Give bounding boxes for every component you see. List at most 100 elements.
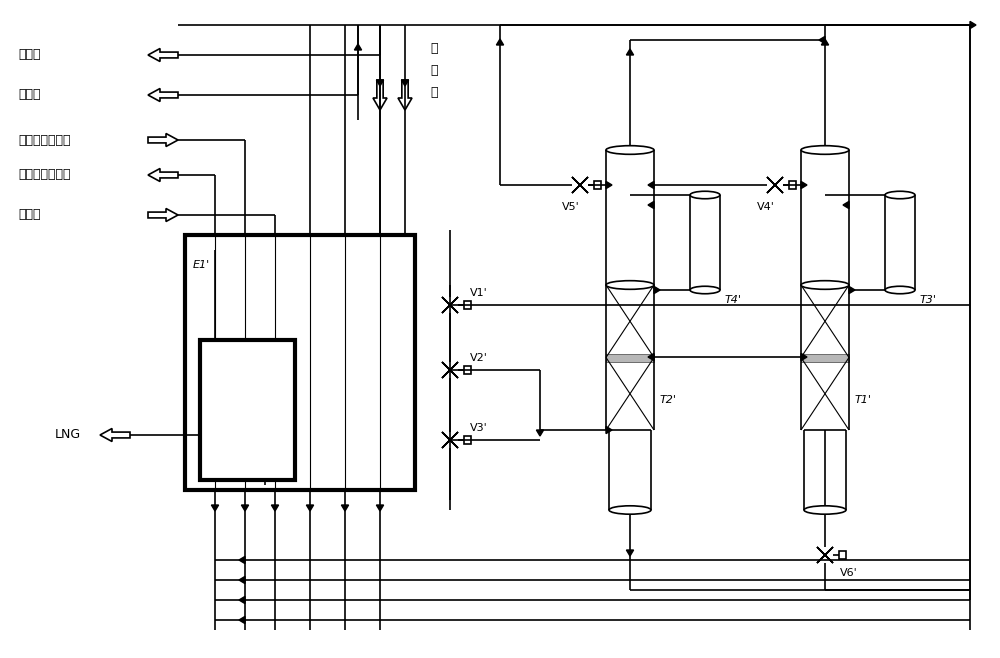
Polygon shape	[211, 390, 219, 396]
Text: 冷: 冷	[430, 64, 438, 76]
Polygon shape	[376, 80, 384, 86]
Text: V2': V2'	[470, 353, 488, 363]
Text: V1': V1'	[470, 288, 488, 298]
Text: 剂: 剂	[430, 86, 438, 99]
Ellipse shape	[609, 506, 651, 514]
Polygon shape	[817, 547, 833, 563]
Polygon shape	[442, 432, 458, 448]
Polygon shape	[148, 168, 178, 182]
Polygon shape	[849, 286, 855, 293]
Polygon shape	[817, 547, 833, 563]
Polygon shape	[239, 576, 245, 584]
Polygon shape	[239, 557, 245, 564]
Ellipse shape	[885, 191, 915, 199]
Bar	[839, 551, 846, 559]
Polygon shape	[271, 505, 279, 511]
Bar	[606, 353, 654, 361]
Polygon shape	[970, 22, 976, 28]
Text: V4': V4'	[757, 202, 775, 212]
Polygon shape	[442, 362, 458, 378]
Polygon shape	[306, 505, 314, 511]
Polygon shape	[536, 430, 544, 436]
Polygon shape	[767, 177, 783, 193]
Ellipse shape	[690, 191, 720, 199]
Text: T4': T4'	[725, 295, 742, 305]
Text: V6': V6'	[840, 568, 858, 578]
Polygon shape	[442, 432, 458, 448]
Polygon shape	[100, 428, 130, 442]
Ellipse shape	[885, 286, 915, 293]
Ellipse shape	[606, 145, 654, 155]
Bar	[464, 366, 471, 374]
Polygon shape	[819, 36, 825, 43]
Polygon shape	[148, 49, 178, 61]
Polygon shape	[148, 88, 178, 101]
Polygon shape	[241, 505, 249, 511]
Ellipse shape	[801, 281, 849, 290]
Text: E1': E1'	[193, 260, 210, 270]
Polygon shape	[261, 455, 269, 461]
Polygon shape	[401, 80, 409, 86]
Polygon shape	[376, 505, 384, 511]
Polygon shape	[398, 80, 412, 110]
Polygon shape	[211, 240, 219, 246]
Polygon shape	[496, 39, 504, 45]
Text: T3': T3'	[920, 295, 937, 305]
Ellipse shape	[606, 281, 654, 290]
Polygon shape	[376, 240, 384, 246]
Polygon shape	[148, 209, 178, 222]
Polygon shape	[843, 201, 849, 209]
Polygon shape	[306, 240, 314, 246]
Text: LNG: LNG	[55, 428, 81, 442]
Polygon shape	[626, 49, 634, 55]
Polygon shape	[801, 353, 807, 361]
Ellipse shape	[804, 506, 846, 514]
Text: 制: 制	[430, 41, 438, 55]
Polygon shape	[626, 550, 634, 556]
Polygon shape	[239, 596, 245, 603]
Polygon shape	[654, 286, 660, 293]
Text: 富氮气: 富氮气	[18, 88, 40, 101]
Bar	[464, 436, 471, 444]
Bar	[464, 301, 471, 309]
Polygon shape	[572, 177, 588, 193]
Bar	[185, 235, 415, 490]
Polygon shape	[271, 240, 279, 246]
Polygon shape	[373, 80, 387, 110]
Text: 富氢气: 富氢气	[18, 49, 40, 61]
Text: 原料气: 原料气	[18, 209, 40, 222]
Polygon shape	[442, 297, 458, 313]
Ellipse shape	[690, 286, 720, 293]
Polygon shape	[241, 240, 249, 246]
Text: 塔顶冷凝剂出口: 塔顶冷凝剂出口	[18, 168, 70, 182]
Polygon shape	[442, 297, 458, 313]
Polygon shape	[767, 177, 783, 193]
Bar	[801, 353, 849, 361]
Polygon shape	[801, 182, 807, 189]
Polygon shape	[239, 617, 245, 624]
Polygon shape	[606, 426, 612, 434]
Polygon shape	[341, 505, 349, 511]
Ellipse shape	[801, 145, 849, 155]
Polygon shape	[354, 44, 362, 50]
Text: T1': T1'	[855, 395, 872, 405]
Polygon shape	[211, 505, 219, 511]
Polygon shape	[341, 240, 349, 246]
Polygon shape	[606, 182, 612, 189]
Polygon shape	[442, 362, 458, 378]
Text: V5': V5'	[562, 202, 580, 212]
Bar	[594, 181, 601, 189]
Polygon shape	[211, 460, 219, 466]
Text: V3': V3'	[470, 423, 488, 433]
Polygon shape	[648, 201, 654, 209]
Bar	[789, 181, 796, 189]
Polygon shape	[211, 364, 219, 370]
Text: T2': T2'	[660, 395, 677, 405]
Polygon shape	[572, 177, 588, 193]
Polygon shape	[148, 134, 178, 147]
Polygon shape	[821, 39, 829, 45]
Polygon shape	[648, 353, 654, 361]
Text: 塔顶冷凝剂入口: 塔顶冷凝剂入口	[18, 134, 70, 147]
Bar	[200, 340, 295, 480]
Polygon shape	[648, 182, 654, 189]
